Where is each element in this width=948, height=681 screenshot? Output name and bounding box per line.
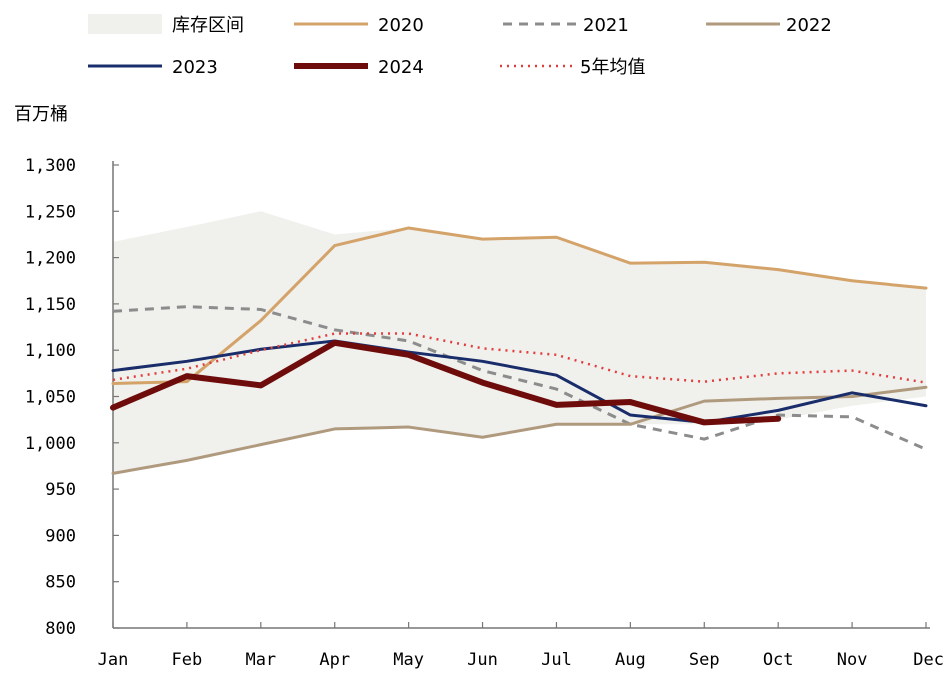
series-layer xyxy=(110,226,928,475)
legend-band-swatch xyxy=(88,14,162,34)
x-tick-label: Apr xyxy=(319,650,350,670)
y-tick-label: 1,200 xyxy=(25,249,76,269)
y-tick-label: 1,300 xyxy=(25,156,76,176)
series-line-2022 xyxy=(111,385,928,475)
series-line-2021 xyxy=(112,305,927,451)
y-tick-label: 1,000 xyxy=(25,434,76,454)
range-band-area xyxy=(113,211,926,476)
legend: 库存区间 2020 2021 2022 2023 2024 5年均值 xyxy=(88,14,832,78)
range-band-layer xyxy=(113,211,926,476)
x-tick-label: Aug xyxy=(615,650,646,670)
legend-label-2022: 2022 xyxy=(786,15,832,36)
x-tick-label: Mar xyxy=(245,650,276,670)
legend-label-band: 库存区间 xyxy=(172,15,244,36)
legend-label-2020: 2020 xyxy=(378,15,424,36)
y-axis-unit-label: 百万桶 xyxy=(14,104,68,125)
y-tick-label: 1,250 xyxy=(25,202,76,222)
x-tick-label: Jul xyxy=(541,650,572,670)
legend-label-2021: 2021 xyxy=(583,15,629,36)
y-tick-label: 1,100 xyxy=(25,341,76,361)
series-line-2023 xyxy=(111,339,928,424)
legend-label-2024: 2024 xyxy=(378,57,424,78)
x-tick-label: Feb xyxy=(172,650,203,670)
axes-layer: 800 850 900 950 1,000 1,050 1,100 1,150 1,200 1,2… xyxy=(25,156,944,670)
y-tick-label: 900 xyxy=(45,526,76,546)
y-tick-label: 1,050 xyxy=(25,388,76,408)
series-line-2024 xyxy=(110,339,782,426)
x-tick-label: Sep xyxy=(689,650,720,670)
x-tick-label: Oct xyxy=(763,650,794,670)
y-tick-label: 950 xyxy=(45,480,76,500)
y-tick-label: 800 xyxy=(45,619,76,639)
x-tick-label: Nov xyxy=(837,650,868,670)
y-tick-label: 850 xyxy=(45,573,76,593)
x-tick-label: Jun xyxy=(467,650,498,670)
x-tick-label: Dec xyxy=(913,650,944,670)
series-line-5yr-avg xyxy=(112,332,927,384)
legend-label-5yr-avg: 5年均值 xyxy=(580,57,645,78)
x-tick-label: Jan xyxy=(98,650,129,670)
x-tick-label: May xyxy=(393,650,424,670)
series-line-2020 xyxy=(111,226,928,386)
y-tick-label: 1,150 xyxy=(25,295,76,315)
legend-label-2023: 2023 xyxy=(172,57,218,78)
